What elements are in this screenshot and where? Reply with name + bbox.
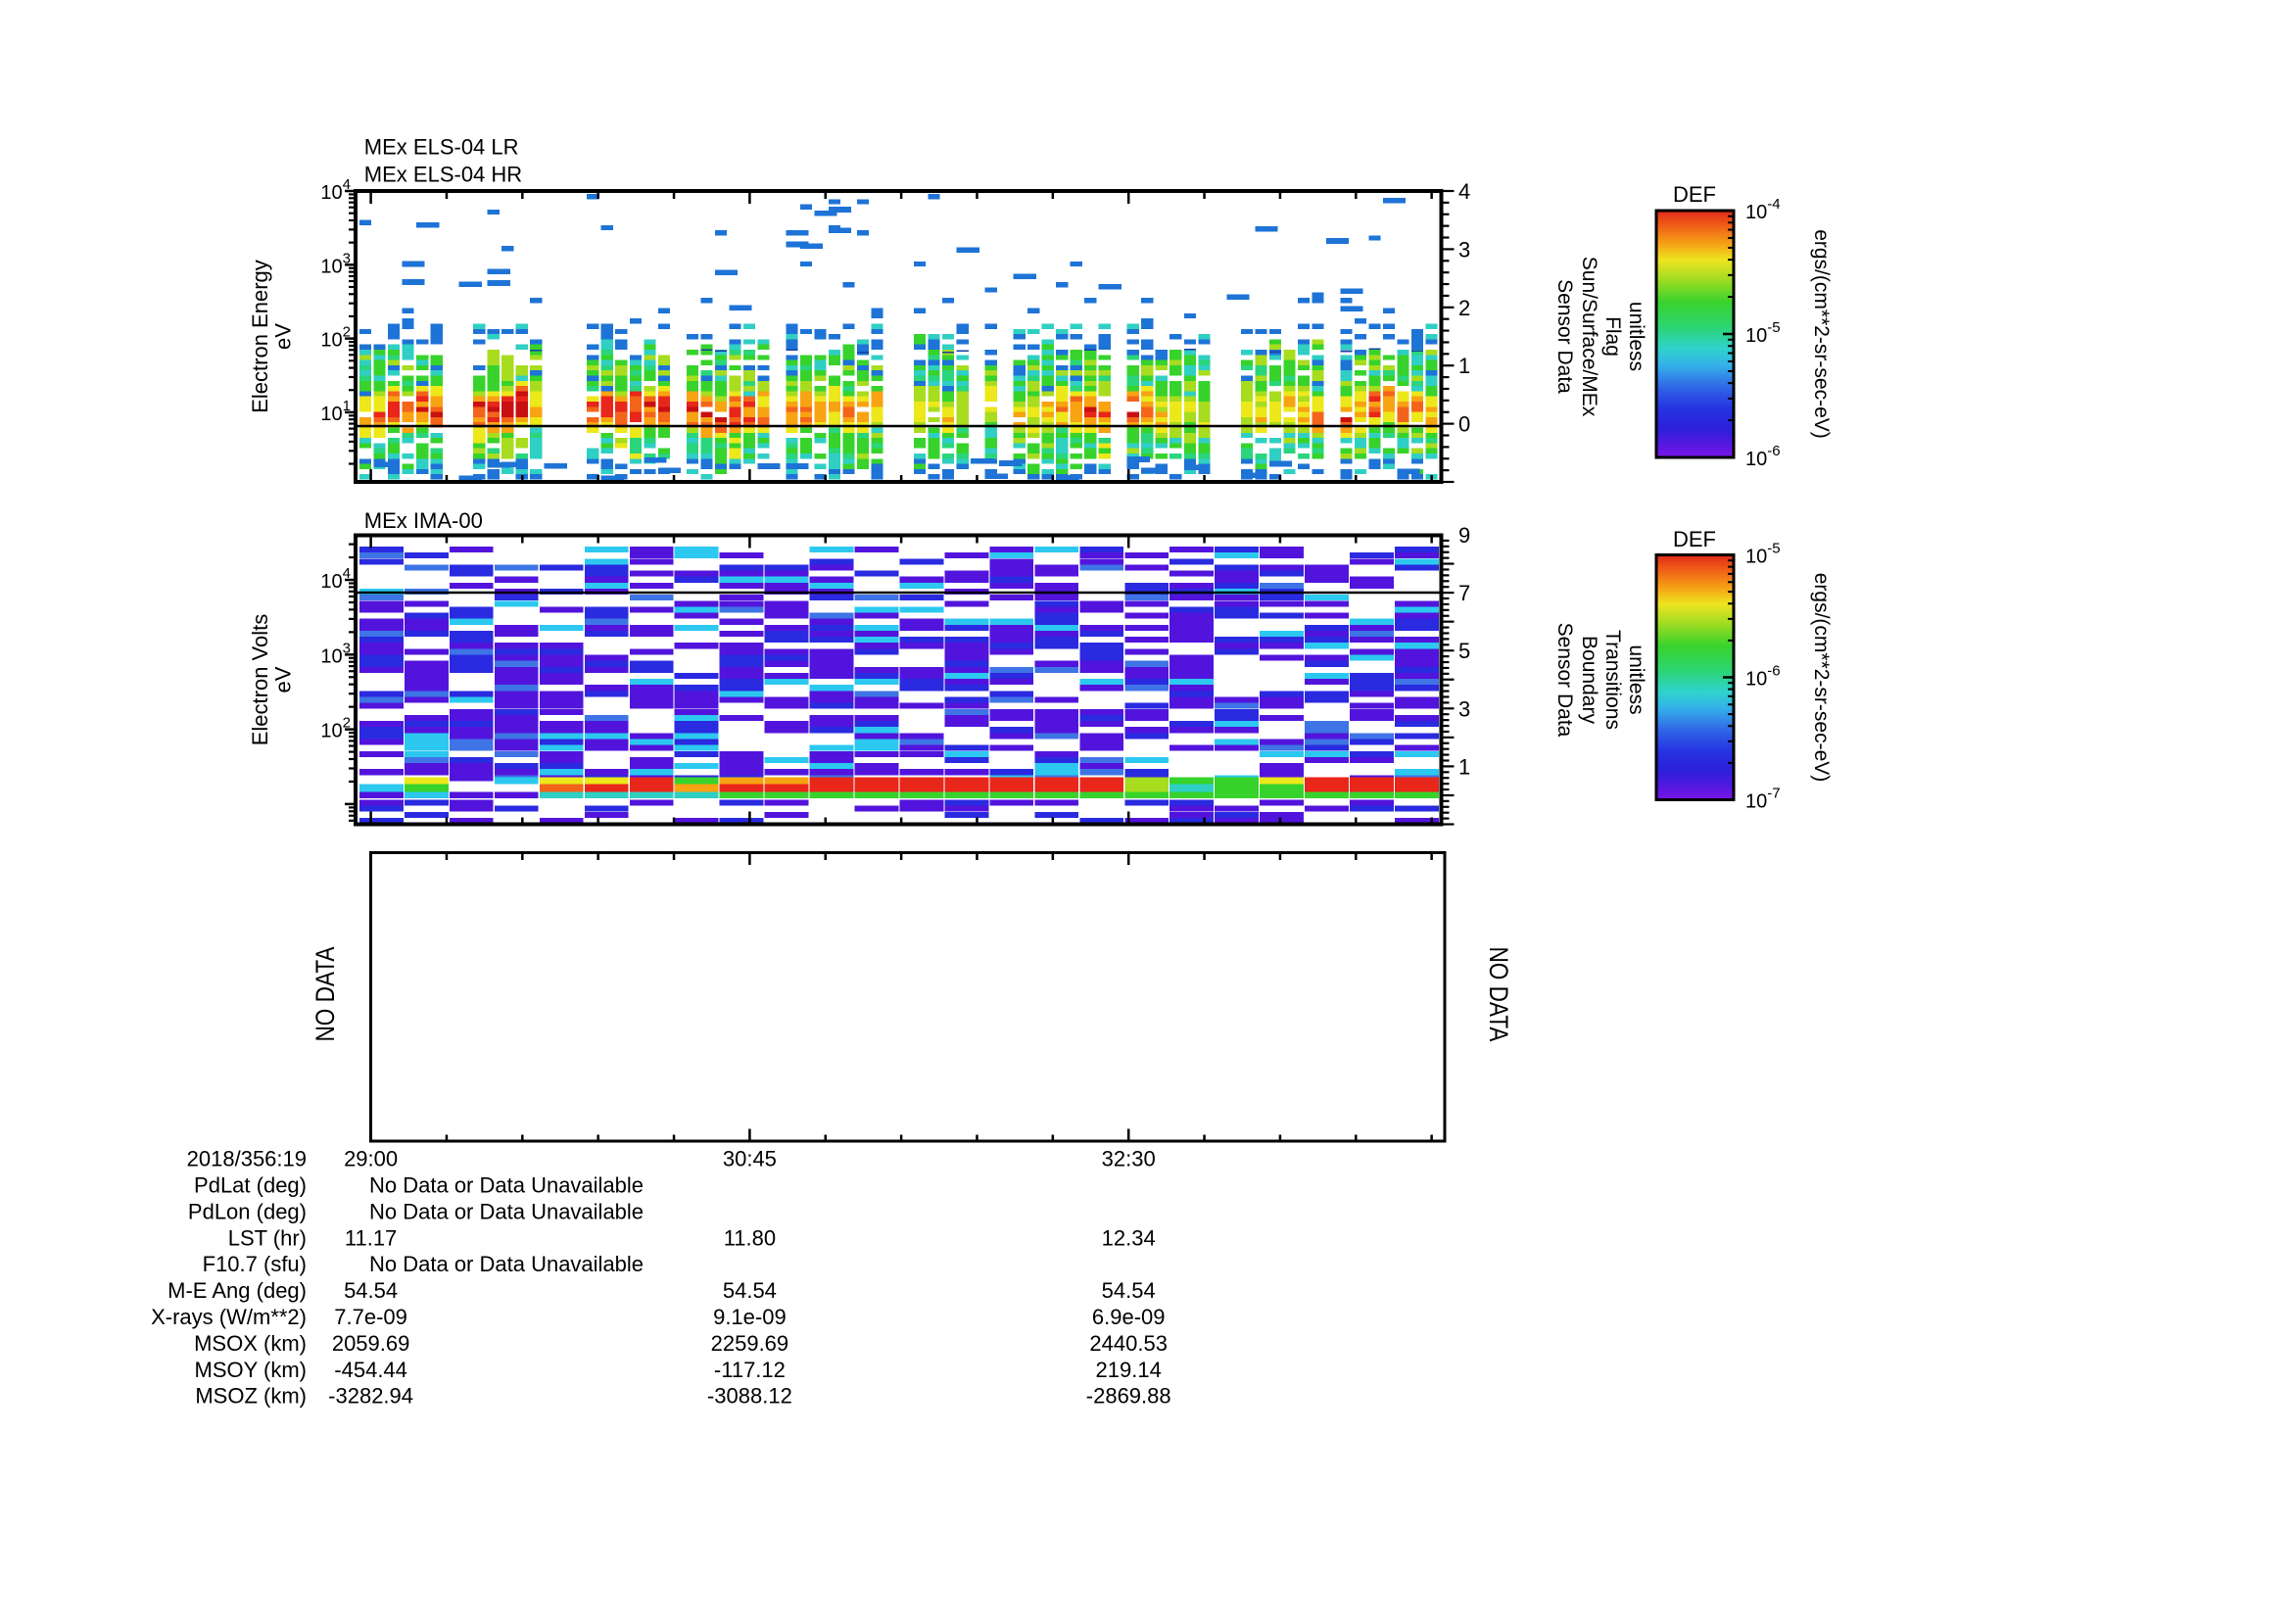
svg-text:54.54: 54.54 [723,1278,777,1303]
svg-text:PdLon (deg): PdLon (deg) [188,1199,307,1223]
svg-text:No Data or Data Unavailable: No Data or Data Unavailable [369,1199,644,1223]
svg-text:MEx ELS-04 HR: MEx ELS-04 HR [364,162,522,186]
svg-text:Electron Volts: Electron Volts [248,614,272,746]
svg-text:9.1e-09: 9.1e-09 [713,1305,787,1329]
svg-text:ergs/(cm**2-sr-sec-eV): ergs/(cm**2-sr-sec-eV) [1810,229,1833,439]
svg-text:219.14: 219.14 [1096,1358,1162,1382]
svg-text:No Data or Data Unavailable: No Data or Data Unavailable [369,1252,644,1276]
svg-text:11.80: 11.80 [724,1225,776,1250]
svg-text:6.9e-09: 6.9e-09 [1092,1305,1166,1329]
svg-text:X-rays (W/m**2): X-rays (W/m**2) [151,1305,307,1329]
svg-text:-117.12: -117.12 [714,1358,786,1382]
svg-text:54.54: 54.54 [1102,1278,1156,1303]
svg-text:3: 3 [1458,237,1470,262]
svg-text:MSOX (km): MSOX (km) [194,1331,307,1356]
svg-text:Sun/Surface/MEx: Sun/Surface/MEx [1578,257,1600,417]
svg-text:DEF: DEF [1673,182,1716,207]
svg-text:Sensor Data: Sensor Data [1553,279,1576,394]
svg-text:1: 1 [1458,354,1470,378]
svg-text:Electron Energy: Electron Energy [248,260,272,413]
svg-text:F10.7 (sfu): F10.7 (sfu) [203,1252,307,1276]
svg-text:Transitions: Transitions [1601,630,1624,730]
svg-text:2259.69: 2259.69 [711,1331,789,1356]
svg-text:M-E Ang (deg): M-E Ang (deg) [167,1278,307,1303]
svg-text:-454.44: -454.44 [334,1358,407,1382]
svg-text:LST (hr): LST (hr) [228,1225,307,1250]
svg-text:NO DATA: NO DATA [1484,947,1513,1042]
svg-text:MSOZ (km): MSOZ (km) [195,1384,307,1409]
svg-text:2018/356:19: 2018/356:19 [187,1147,307,1171]
svg-text:2440.53: 2440.53 [1089,1331,1168,1356]
svg-text:unitless: unitless [1625,302,1647,371]
svg-text:PdLat (deg): PdLat (deg) [194,1173,307,1198]
svg-text:No Data or Data Unavailable: No Data or Data Unavailable [369,1173,644,1198]
svg-text:2: 2 [1458,296,1470,320]
svg-text:-2869.88: -2869.88 [1086,1384,1171,1409]
svg-text:0: 0 [1458,412,1470,437]
svg-text:54.54: 54.54 [344,1278,398,1303]
svg-text:eV: eV [271,323,296,350]
svg-text:1: 1 [1458,754,1470,779]
svg-text:30:45: 30:45 [723,1147,777,1171]
svg-text:-3088.12: -3088.12 [707,1384,792,1409]
svg-text:-3282.94: -3282.94 [328,1384,413,1409]
svg-text:MSOY (km): MSOY (km) [195,1358,307,1382]
svg-text:5: 5 [1458,639,1470,663]
svg-text:7.7e-09: 7.7e-09 [334,1305,407,1329]
svg-text:11.17: 11.17 [345,1225,397,1250]
svg-text:4: 4 [1458,179,1470,204]
svg-text:7: 7 [1458,581,1470,605]
svg-text:MEx IMA-00: MEx IMA-00 [364,508,483,533]
svg-text:12.34: 12.34 [1102,1225,1156,1250]
svg-text:29:00: 29:00 [344,1147,398,1171]
svg-text:NO DATA: NO DATA [310,947,340,1042]
svg-text:Boundary: Boundary [1578,636,1600,724]
svg-text:unitless: unitless [1625,645,1647,714]
svg-text:9: 9 [1458,523,1470,548]
svg-text:MEx ELS-04 LR: MEx ELS-04 LR [364,135,519,160]
svg-text:3: 3 [1458,696,1470,721]
svg-text:32:30: 32:30 [1102,1147,1156,1171]
svg-text:eV: eV [271,666,296,693]
svg-text:Flag: Flag [1601,316,1624,357]
svg-text:2059.69: 2059.69 [332,1331,410,1356]
svg-text:Sensor Data: Sensor Data [1553,623,1576,738]
svg-text:DEF: DEF [1673,527,1716,551]
svg-text:ergs/(cm**2-sr-sec-eV): ergs/(cm**2-sr-sec-eV) [1810,573,1833,783]
